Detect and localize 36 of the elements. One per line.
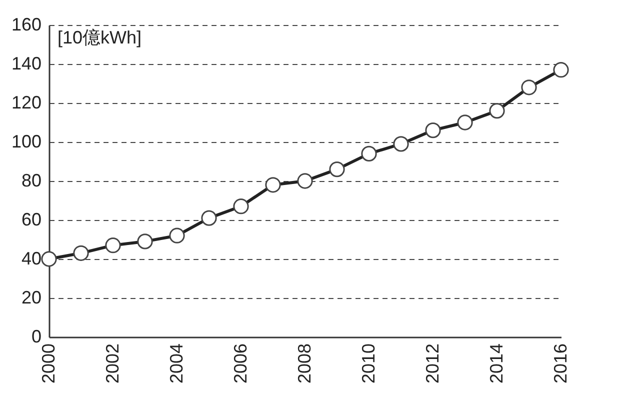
- y-axis-title: [10億kWh]: [58, 28, 142, 48]
- y-tick-label: 60: [21, 210, 42, 230]
- point: [393, 136, 409, 152]
- x-tick-label: 2008: [294, 344, 314, 384]
- point: [553, 62, 569, 78]
- x-tick-label: 2000: [38, 344, 58, 384]
- y-tick-label: 100: [11, 132, 42, 152]
- y-tick-label: 0: [31, 326, 42, 346]
- point: [105, 238, 121, 254]
- point: [329, 161, 345, 178]
- point: [73, 245, 89, 261]
- x-tick-label: 2010: [358, 344, 378, 384]
- point: [361, 146, 377, 162]
- x-tick-label: 2004: [166, 344, 186, 384]
- point: [233, 198, 249, 214]
- x-tick-label: 2006: [230, 344, 250, 384]
- point: [457, 114, 473, 130]
- x-tick-label: 2016: [550, 344, 570, 384]
- point: [201, 210, 217, 226]
- point: [297, 173, 313, 189]
- y-tick-label: 40: [21, 248, 42, 268]
- point: [425, 122, 441, 138]
- point: [137, 234, 153, 250]
- point: [521, 80, 537, 96]
- y-tick-label: 140: [11, 54, 42, 74]
- point: [41, 251, 57, 267]
- point: [265, 177, 281, 193]
- y-tick-label: 160: [11, 14, 42, 34]
- point: [489, 102, 505, 119]
- y-tick-label: 80: [21, 170, 42, 190]
- y-tick-label: 20: [21, 288, 42, 308]
- x-tick-label: 2014: [486, 344, 506, 384]
- point: [169, 228, 185, 244]
- x-tick-label: 2012: [422, 344, 442, 384]
- x-tick-label: 2002: [102, 344, 122, 384]
- y-tick-label: 120: [11, 92, 42, 112]
